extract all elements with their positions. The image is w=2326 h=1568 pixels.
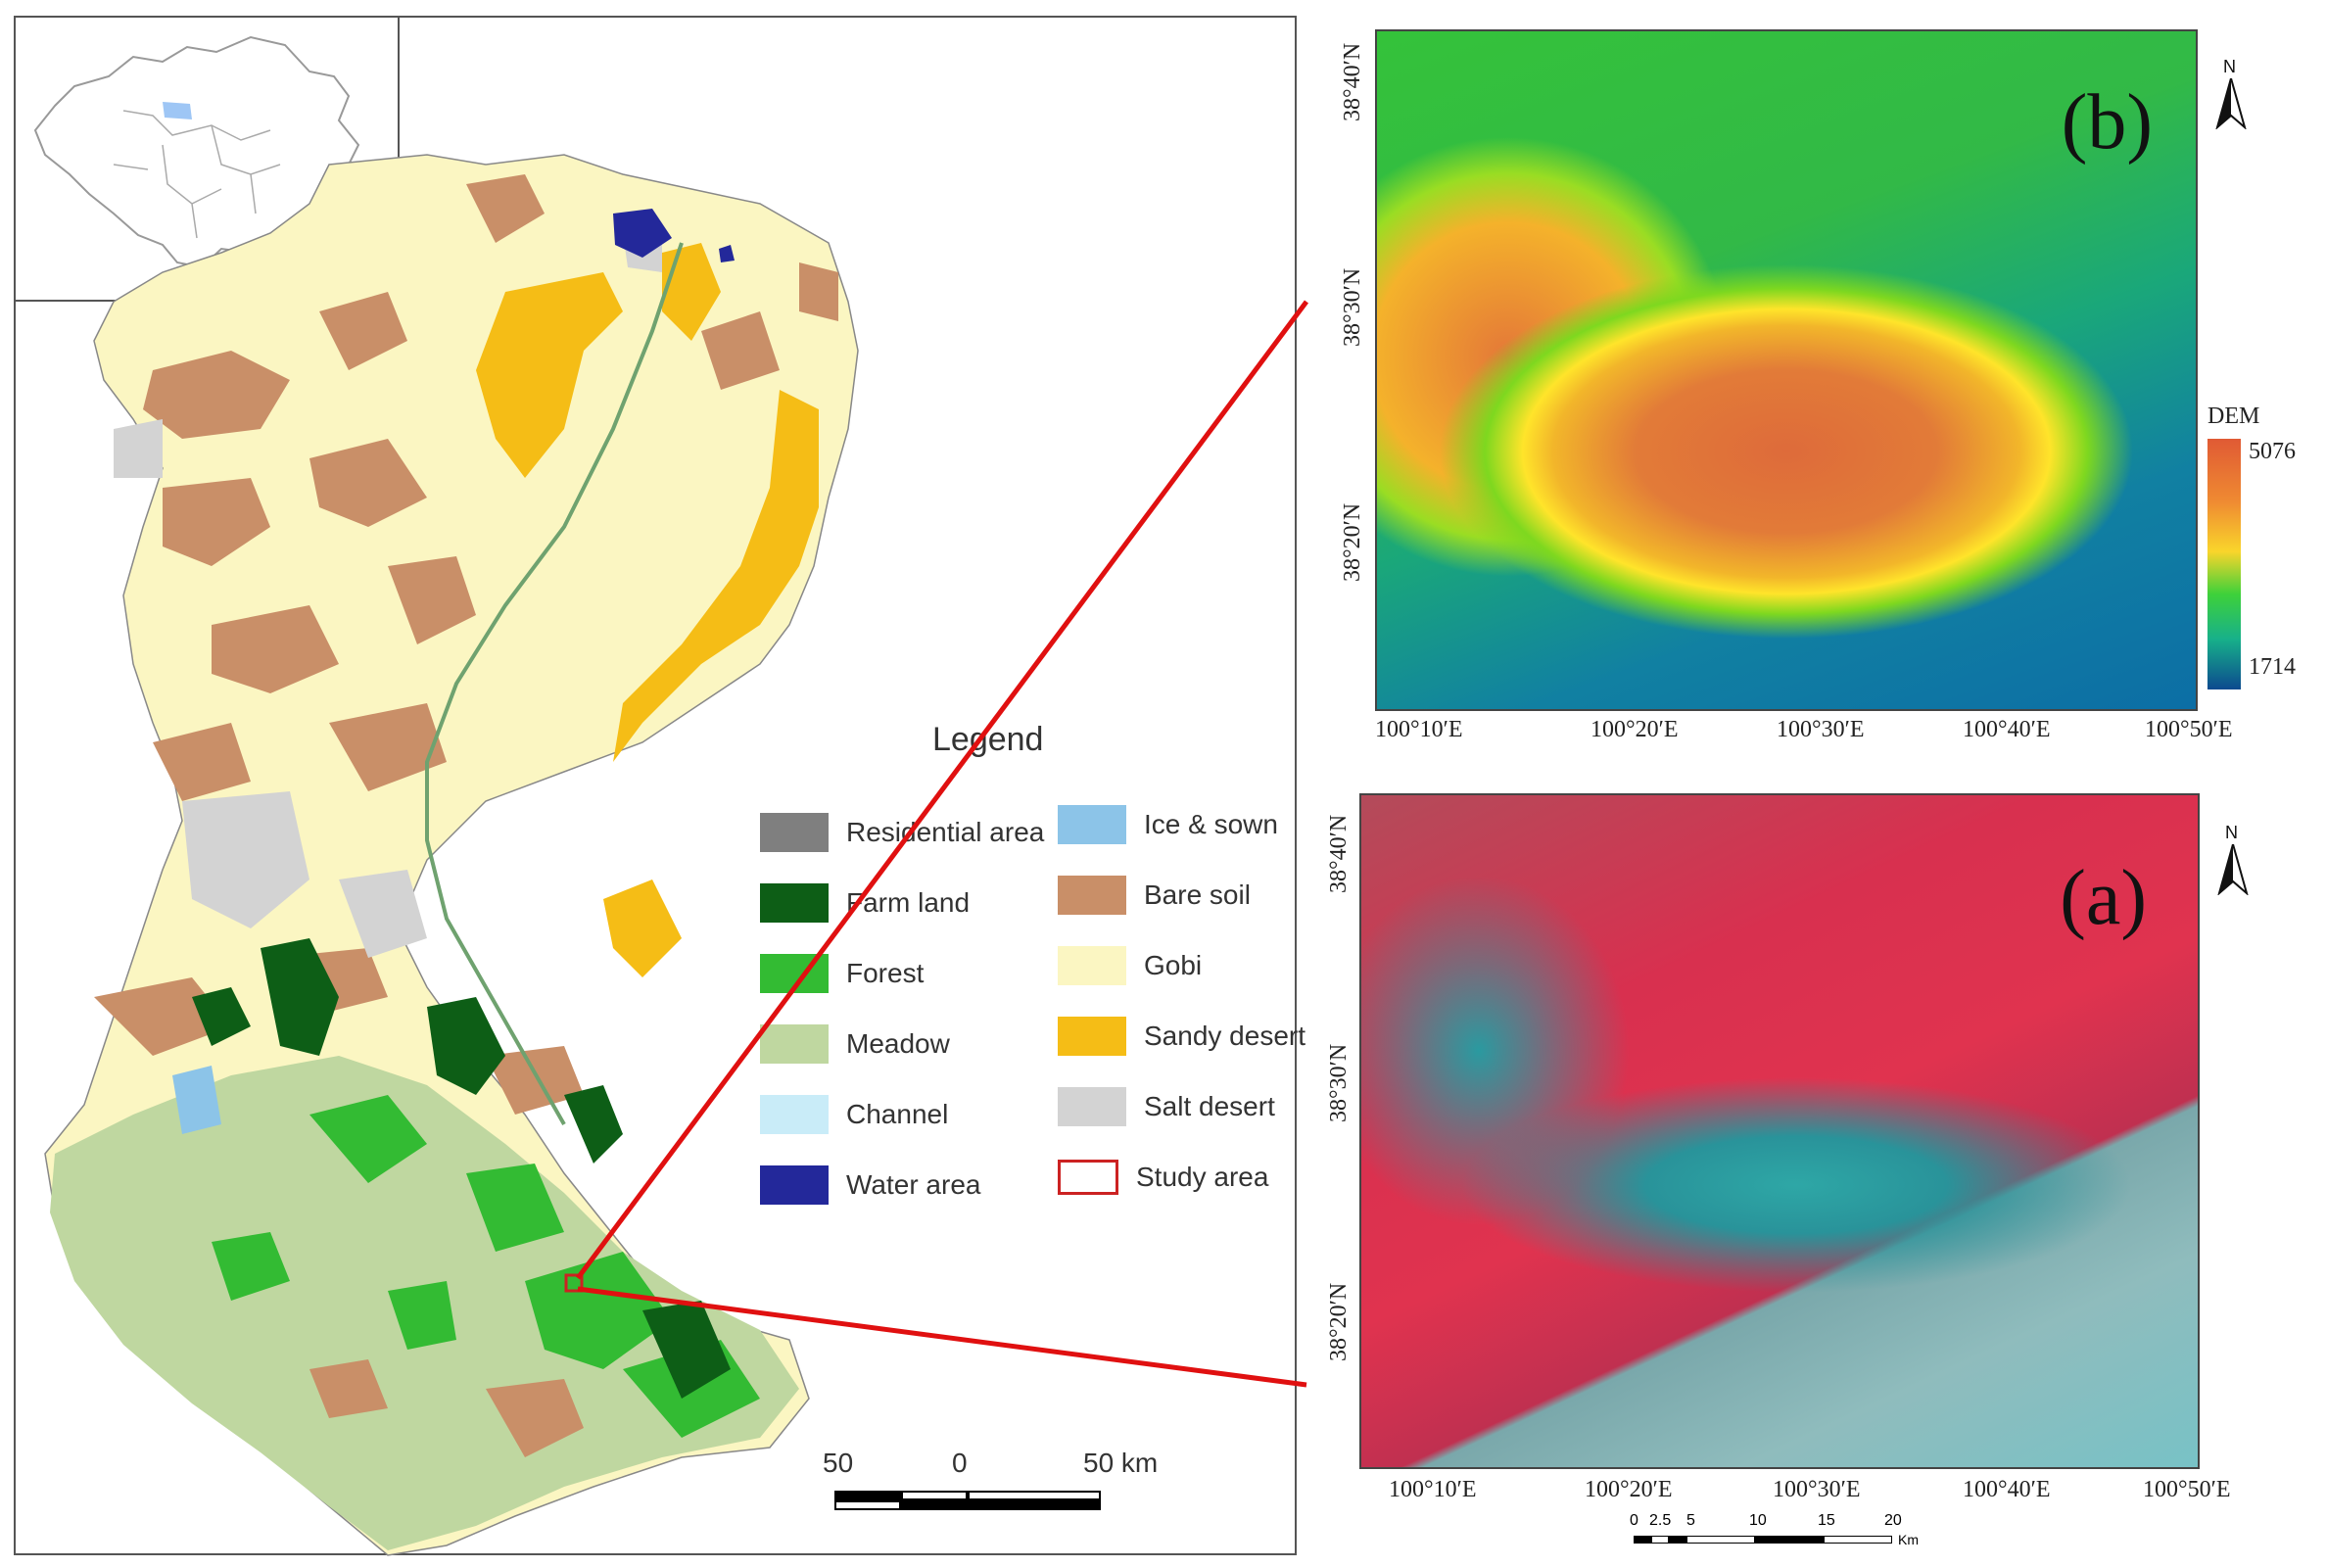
north-arrow: N <box>2213 823 2253 901</box>
scale-label: 10 <box>1749 1512 1767 1529</box>
legend-item-channel: Channel <box>760 1091 948 1138</box>
main-scalebar: 50 0 50 km <box>823 1448 1195 1526</box>
study-area-marker <box>564 1273 584 1293</box>
dem-colorbar <box>2207 439 2241 689</box>
scale-label: 20 <box>1884 1512 1902 1529</box>
colorbar-min: 1714 <box>2249 654 2296 680</box>
heihe-basin-landuse-map <box>44 154 859 1556</box>
legend-swatch <box>1058 1087 1126 1126</box>
legend-swatch <box>760 1165 829 1205</box>
legend-swatch <box>1058 1017 1126 1056</box>
legend-item-gobi: Gobi <box>1058 942 1202 989</box>
legend-label: Salt desert <box>1144 1091 1275 1121</box>
lat-tick: 38°20′N <box>1340 502 1365 582</box>
legend-swatch <box>1058 1160 1118 1195</box>
lon-tick: 100°20′E <box>1590 717 1679 742</box>
legend-swatch <box>1058 805 1126 844</box>
lon-tick: 100°50′E <box>2143 1477 2231 1502</box>
legend-swatch <box>760 883 829 923</box>
lon-tick: 100°20′E <box>1585 1477 1673 1502</box>
north-arrow: N <box>2211 57 2251 135</box>
scalebar-label: 50 <box>823 1448 854 1478</box>
legend-item-bare-soil: Bare soil <box>1058 872 1251 919</box>
leader-line-lower <box>577 1286 1307 1388</box>
panel-label-a: (a) <box>2060 855 2147 941</box>
colorbar-max: 5076 <box>2249 439 2296 464</box>
image-panel: (a) N 100°10′E 100°20′E 100°30′E 100°40′… <box>1306 764 2326 1568</box>
colorbar-title: DEM <box>2207 404 2260 429</box>
study-region-highlight <box>163 102 192 119</box>
legend-item-residential: Residential area <box>760 809 1044 856</box>
legend-label: Water area <box>846 1169 981 1200</box>
false-color-image: (a) <box>1359 793 2200 1469</box>
lat-tick: 38°20′N <box>1326 1282 1352 1361</box>
lon-tick: 100°40′E <box>1963 1477 2051 1502</box>
legend-swatch <box>760 1095 829 1134</box>
legend-item-salt-desert: Salt desert <box>1058 1083 1275 1130</box>
lon-tick: 100°40′E <box>1963 717 2051 742</box>
scalebar-label: 0 <box>952 1448 968 1478</box>
legend-label: Bare soil <box>1144 879 1251 910</box>
legend-label: Residential area <box>846 817 1045 847</box>
legend-swatch <box>760 1024 829 1064</box>
lat-tick: 38°40′N <box>1326 814 1352 893</box>
landuse-map-panel: Legend Residential area Farm land Forest… <box>14 16 1305 1556</box>
leader-line-upper <box>575 300 1309 1280</box>
legend-swatch <box>1058 876 1126 915</box>
lat-tick: 38°30′N <box>1326 1043 1352 1122</box>
scale-unit: Km <box>1898 1532 1919 1547</box>
legend-label: Forest <box>846 958 925 988</box>
scale-label: 15 <box>1818 1512 1835 1529</box>
north-arrow-icon <box>2215 78 2247 129</box>
north-label: N <box>2223 57 2236 76</box>
legend-item-study-area: Study area <box>1058 1154 1268 1201</box>
lat-tick: 38°40′N <box>1340 42 1365 121</box>
legend-label: Meadow <box>846 1028 950 1059</box>
legend-label: Study area <box>1136 1162 1269 1192</box>
lon-tick: 100°30′E <box>1773 1477 1861 1502</box>
dem-panel: (b) N DEM 5076 1714 100°10′E 100°20′E 10… <box>1306 0 2326 764</box>
panel-label-b: (b) <box>2061 79 2153 166</box>
legend-item-sandy-desert: Sandy desert <box>1058 1013 1305 1060</box>
scale-label: 5 <box>1686 1512 1695 1529</box>
lon-tick: 100°10′E <box>1389 1477 1477 1502</box>
image-scalebar: 0 2.5 5 10 15 20 Km <box>1630 1512 1963 1561</box>
legend-swatch <box>1058 946 1126 985</box>
dem-raster: (b) <box>1375 29 2198 711</box>
lon-tick: 100°30′E <box>1777 717 1865 742</box>
lon-tick: 100°10′E <box>1375 717 1463 742</box>
legend-label: Sandy desert <box>1144 1021 1305 1051</box>
north-label: N <box>2225 823 2238 842</box>
legend-item-farmland: Farm land <box>760 879 970 927</box>
lat-tick: 38°30′N <box>1340 267 1365 347</box>
legend-label: Ice & sown <box>1144 809 1278 839</box>
legend-item-water-area: Water area <box>760 1162 980 1209</box>
scale-label: 0 <box>1630 1512 1638 1529</box>
legend-item-meadow: Meadow <box>760 1021 950 1068</box>
legend-swatch <box>760 813 829 852</box>
legend-label: Gobi <box>1144 950 1203 980</box>
north-arrow-icon <box>2217 844 2249 895</box>
scale-label: 2.5 <box>1649 1512 1672 1529</box>
legend-item-ice-sown: Ice & sown <box>1058 801 1278 848</box>
lon-tick: 100°50′E <box>2145 717 2233 742</box>
legend-label: Channel <box>846 1099 949 1129</box>
scalebar-label: 50 km <box>1083 1448 1159 1478</box>
